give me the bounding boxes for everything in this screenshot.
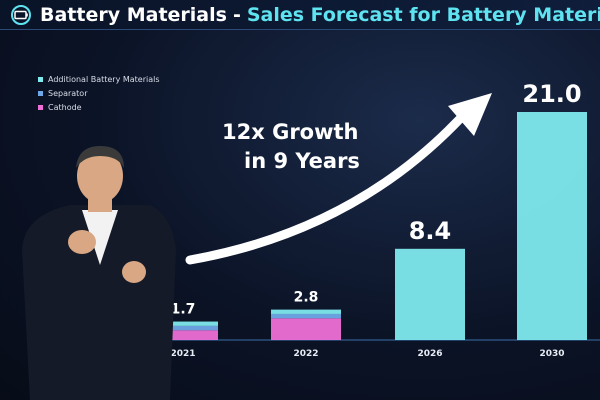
bar-2021-additional-battery-materials [148, 321, 218, 326]
legend-label-additional: Additional Battery Materials [48, 74, 160, 84]
growth-annotation: 12x Growth in 9 Years [222, 118, 360, 176]
x-tick-2026: 2026 [417, 349, 442, 359]
chart-legend: Additional Battery Materials Separator C… [38, 72, 160, 114]
legend-swatch-cathode [38, 104, 43, 110]
slide-title: Battery Materials [40, 3, 227, 26]
growth-arrow-head [448, 93, 492, 136]
growth-arrow-shaft [185, 103, 475, 265]
legend-swatch-additional [38, 76, 43, 82]
legend-swatch-separator [38, 90, 43, 96]
battery-icon [11, 4, 31, 25]
legend-label-cathode: Cathode [48, 102, 82, 112]
bar-2022-cathode [271, 318, 341, 340]
x-tick-2030: 2030 [539, 349, 564, 359]
legend-item-separator: Separator [38, 86, 160, 100]
x-tick-2022: 2022 [293, 349, 318, 359]
title-bar: Battery Materials - Sales Forecast for B… [0, 0, 600, 30]
bar-2026-additional-battery-materials [395, 248, 465, 340]
data-label-2026: 8.4 [409, 217, 452, 245]
x-tick-2021: 2021 [170, 349, 195, 359]
data-label-2021: 1.7 [171, 302, 196, 318]
data-label-2030: 21.0 [522, 80, 581, 108]
title-separator: - [232, 3, 241, 26]
data-label-2022: 2.8 [294, 290, 319, 306]
legend-label-separator: Separator [48, 88, 88, 98]
legend-item-additional: Additional Battery Materials [38, 72, 160, 86]
slide-subtitle: Sales Forecast for Battery Materials B [246, 3, 600, 26]
growth-text-line1: 12x Growth [222, 120, 359, 144]
growth-text-line2: in 9 Years [244, 149, 360, 173]
bar-2021-separator [148, 325, 218, 331]
bar-2022-additional-battery-materials [271, 309, 341, 314]
legend-item-cathode: Cathode [38, 100, 160, 114]
bar-2021-cathode [148, 330, 218, 340]
bar-2030-additional-battery-materials [517, 112, 587, 340]
bar-2022-separator [271, 313, 341, 319]
